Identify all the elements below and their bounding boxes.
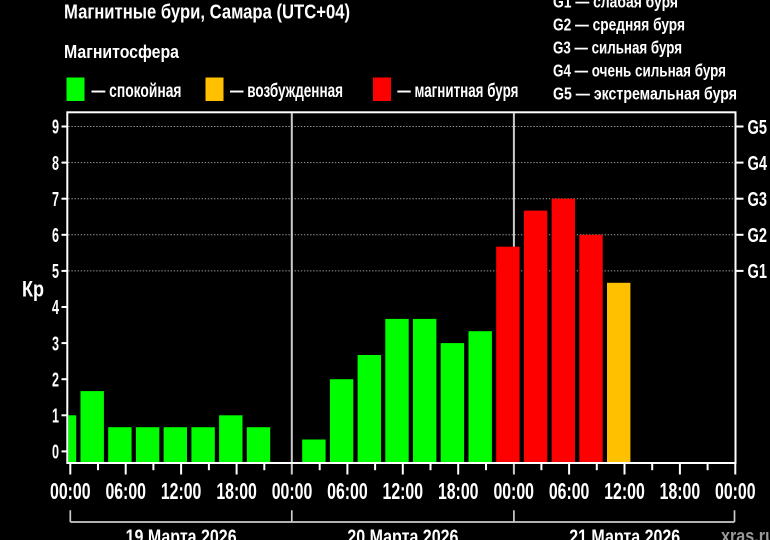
svg-text:G1 — слабая буря: G1 — слабая буря	[553, 0, 678, 12]
svg-text:00:00: 00:00	[50, 478, 91, 504]
svg-text:06:00: 06:00	[327, 478, 368, 504]
svg-text:G5: G5	[748, 116, 768, 139]
svg-text:12:00: 12:00	[161, 478, 202, 504]
svg-text:5: 5	[52, 260, 59, 283]
svg-text:— возбужденная: — возбужденная	[230, 81, 343, 102]
svg-text:9: 9	[52, 116, 59, 139]
svg-text:G3 — сильная буря: G3 — сильная буря	[553, 38, 682, 58]
svg-text:— спокойная: — спокойная	[92, 81, 182, 102]
svg-text:G2 — средняя буря: G2 — средняя буря	[553, 15, 685, 35]
svg-text:00:00: 00:00	[272, 478, 313, 504]
svg-text:21 Марта 2026: 21 Марта 2026	[569, 527, 680, 540]
svg-text:Магнитные бури, Самара (UTC+04: Магнитные бури, Самара (UTC+04)	[64, 2, 350, 24]
svg-text:0: 0	[52, 441, 59, 464]
svg-text:Магнитосфера: Магнитосфера	[64, 42, 180, 62]
svg-text:4: 4	[52, 296, 60, 319]
svg-text:3: 3	[52, 332, 59, 355]
svg-text:1: 1	[52, 405, 59, 428]
svg-text:00:00: 00:00	[715, 478, 756, 504]
svg-text:06:00: 06:00	[549, 478, 590, 504]
svg-text:18:00: 18:00	[438, 478, 479, 504]
svg-text:20 Марта 2026: 20 Марта 2026	[347, 527, 458, 540]
svg-text:G3: G3	[748, 188, 768, 211]
svg-text:12:00: 12:00	[604, 478, 645, 504]
svg-text:00:00: 00:00	[493, 478, 534, 504]
svg-text:G2: G2	[748, 224, 768, 247]
svg-text:18:00: 18:00	[216, 478, 257, 504]
svg-text:— магнитная буря: — магнитная буря	[397, 81, 518, 102]
svg-text:G1: G1	[748, 260, 768, 283]
svg-text:7: 7	[52, 188, 59, 211]
svg-text:2: 2	[52, 368, 59, 391]
svg-text:18:00: 18:00	[660, 478, 701, 504]
svg-text:G4 — очень сильная буря: G4 — очень сильная буря	[553, 60, 726, 80]
svg-text:19 Марта 2026: 19 Марта 2026	[126, 527, 237, 540]
svg-text:xras.ru: xras.ru	[721, 527, 770, 540]
svg-text:Кр: Кр	[22, 277, 44, 302]
svg-text:G4: G4	[748, 152, 768, 175]
svg-text:G5 — экстремальная буря: G5 — экстремальная буря	[553, 83, 737, 103]
svg-text:8: 8	[52, 152, 59, 175]
svg-text:12:00: 12:00	[383, 478, 424, 504]
svg-text:6: 6	[52, 224, 59, 247]
svg-text:06:00: 06:00	[105, 478, 146, 504]
